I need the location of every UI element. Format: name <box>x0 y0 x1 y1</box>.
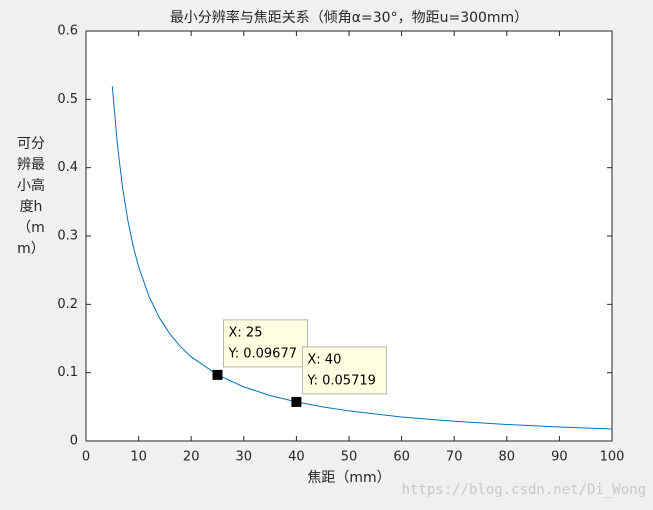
x-tick-label: 40 <box>288 450 305 465</box>
datatip-marker <box>291 396 302 407</box>
datatip-marker <box>212 369 223 380</box>
x-tick-label: 70 <box>446 450 463 465</box>
datatip-y: Y: 0.05719 <box>306 373 376 388</box>
x-tick-label: 10 <box>130 450 147 465</box>
y-tick-label: 0.1 <box>57 365 78 380</box>
datatip-box <box>223 319 308 368</box>
x-tick-label: 30 <box>236 450 253 465</box>
x-tick-label: 50 <box>341 450 358 465</box>
datatip-x: X: 25 <box>229 325 263 340</box>
x-axis-label: 焦距（mm） <box>307 470 390 486</box>
datatip-x: X: 40 <box>307 352 341 367</box>
y-tick-label: 0 <box>70 434 78 449</box>
x-tick-label: 80 <box>499 450 516 465</box>
x-tick-label: 60 <box>393 450 410 465</box>
y-tick-label: 0.6 <box>57 24 78 39</box>
data-line <box>111 86 613 430</box>
y-tick-label: 0.3 <box>57 229 78 244</box>
x-tick-label: 0 <box>82 450 90 465</box>
datatip-y: Y: 0.09677 <box>228 346 298 361</box>
x-tick-label: 100 <box>600 450 625 465</box>
y-tick-label: 0.2 <box>57 297 78 312</box>
y-axis-label: 可分辨最小高度h（mm） <box>17 136 45 257</box>
x-tick-label: 90 <box>551 450 568 465</box>
y-tick-label: 0.4 <box>57 160 78 175</box>
watermark: https://blog.csdn.net/Di_Wong <box>402 482 646 498</box>
y-tick-label: 0.5 <box>57 92 78 107</box>
datatip-box <box>301 346 387 395</box>
chart-title: 最小分辨率与焦距关系（倾角α=30°，物距u=300mm） <box>170 9 528 26</box>
x-tick-label: 20 <box>183 450 200 465</box>
